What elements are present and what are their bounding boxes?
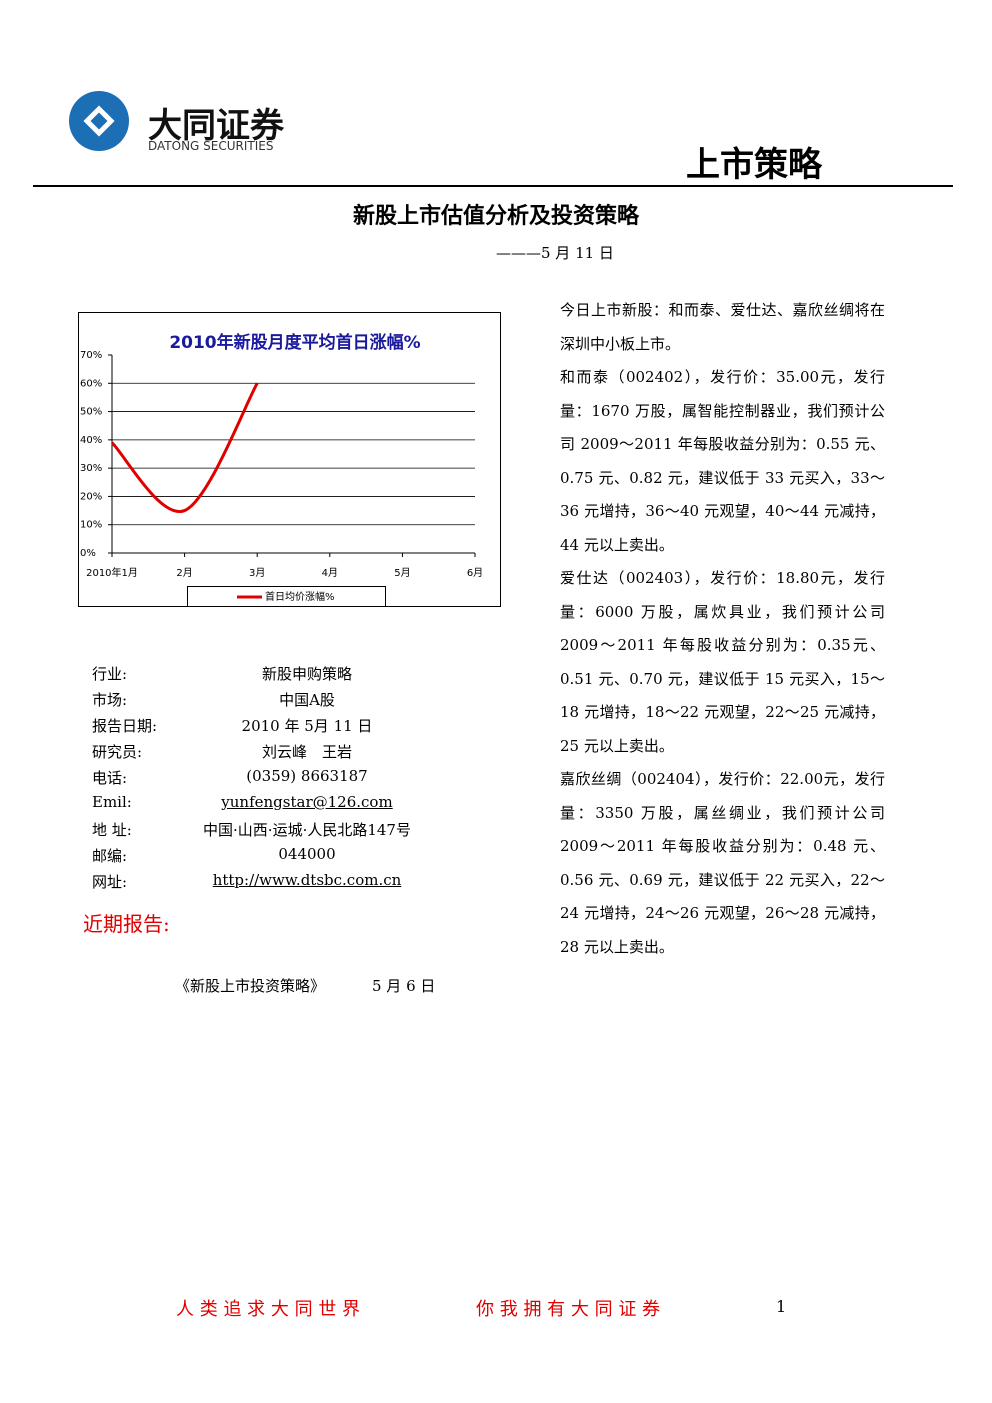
info-value: 中国A股	[279, 691, 335, 709]
report-title: 《新股上市投资策略》	[175, 977, 326, 995]
y-tick-label: 60%	[80, 378, 102, 389]
info-value[interactable]: http://www.dtsbc.com.cn	[212, 871, 402, 889]
info-value: 044000	[278, 845, 336, 863]
info-label: 研究员:	[92, 743, 143, 761]
doc-date: ———5 月 11 日	[496, 244, 614, 262]
legend-label: 首日均价涨幅%	[265, 590, 335, 603]
info-value: 刘云峰 王岩	[261, 743, 352, 761]
info-label: 行业:	[92, 665, 128, 683]
y-tick-label: 70%	[80, 350, 102, 361]
info-value: (0359) 8663187	[246, 767, 368, 785]
line-series	[110, 382, 259, 513]
section-title: 上市策略	[686, 145, 822, 185]
rule	[33, 185, 953, 187]
x-tick-label: 5月	[394, 567, 410, 579]
x-tick-label: 6月	[467, 567, 483, 579]
slogan: 你 我 拥 有 大 同 证 券	[476, 1299, 661, 1320]
chart-frame	[78, 312, 501, 607]
info-value: 新股申购策略	[261, 665, 352, 683]
y-tick-label: 50%	[80, 407, 102, 418]
y-tick-label: 0%	[80, 548, 96, 559]
y-tick-label: 30%	[80, 463, 102, 474]
info-label: 网址:	[92, 873, 128, 891]
info-label: 报告日期:	[92, 717, 158, 735]
info-label: 邮编:	[92, 847, 128, 865]
report-date: 5 月 6 日	[372, 977, 436, 995]
info-value: 2010 年 5月 11 日	[241, 717, 373, 735]
chart-title: 2010年新股月度平均首日涨幅%	[169, 332, 420, 353]
page-number: 1	[776, 1297, 787, 1316]
logo-icon	[69, 91, 129, 151]
doc-title: 新股上市估值分析及投资策略	[352, 203, 639, 229]
paragraph: 和而泰（002402），发行价：35.00元，发行量：1670 万股，属智能控制…	[560, 368, 885, 554]
info-label: 市场:	[92, 691, 128, 709]
y-tick-label: 40%	[80, 435, 102, 446]
y-tick-label: 20%	[80, 491, 102, 502]
x-tick-label: 2月	[176, 567, 192, 579]
info-label: Emil:	[92, 793, 132, 811]
info-label: 电话:	[92, 769, 128, 787]
body-text: 今日上市新股：和而泰、爱仕达、嘉欣丝绸将在深圳中小板上市。和而泰（002402）…	[560, 294, 885, 964]
chart: 2010年新股月度平均首日涨幅% 0% 10% 20% 30% 40% 50% 60% 70%…	[78, 312, 501, 607]
slogan: 人 类 追 求 大 同 世 界	[176, 1299, 361, 1320]
paragraph: 嘉欣丝绸（002404），发行价：22.00元，发行量：3350 万股，属丝绸业…	[560, 770, 885, 956]
x-tick-label: 4月	[322, 567, 338, 579]
info-value[interactable]: yunfengstar@126.com	[221, 793, 393, 811]
paragraph: 今日上市新股：和而泰、爱仕达、嘉欣丝绸将在深圳中小板上市。	[560, 301, 885, 353]
y-tick-label: 10%	[80, 520, 102, 531]
x-tick-label: 2010年1月	[86, 566, 138, 579]
info-label: 地 址:	[92, 821, 132, 839]
paragraph: 爱仕达（002403），发行价：18.80元，发行量：6000 万股，属炊具业，…	[560, 569, 885, 755]
info-value: 中国·山西·运城·人民北路147号	[203, 821, 411, 839]
x-tick-label: 3月	[249, 567, 265, 579]
recent-heading: 近期报告:	[83, 912, 170, 936]
legend-box	[187, 586, 386, 607]
company-name: 大同证券	[148, 106, 284, 146]
company-en: DATONG SECURITIES	[148, 139, 274, 153]
